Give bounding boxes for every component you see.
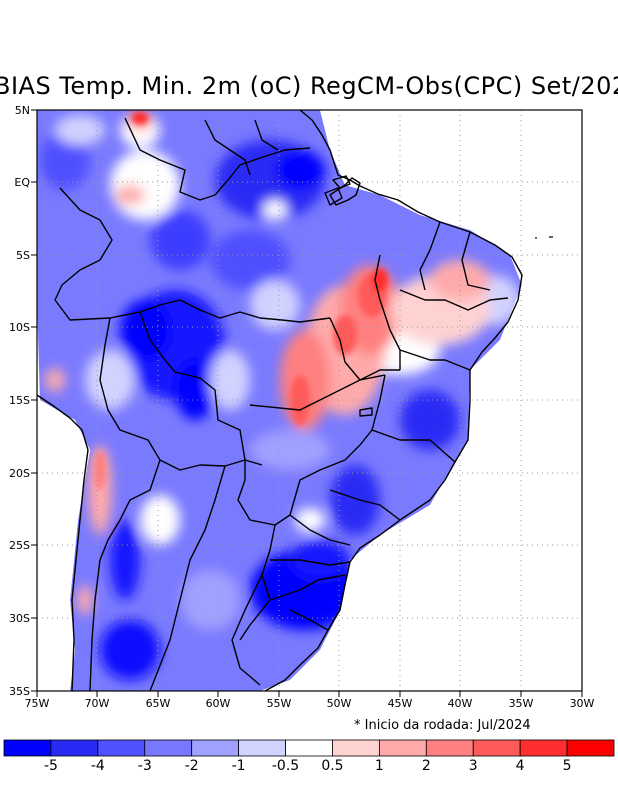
lon-tick-label: 35W xyxy=(509,697,534,710)
colorbar-label: -2 xyxy=(184,758,199,774)
ocean-mask xyxy=(37,110,582,691)
lat-tick-label: 20S xyxy=(9,467,30,480)
colorbar-label: -0.5 xyxy=(271,758,300,774)
lon-tick-label: 75W xyxy=(25,697,50,710)
island-markers xyxy=(535,236,553,239)
lat-tick-label: 30S xyxy=(9,612,30,625)
lat-tick-label: EQ xyxy=(14,176,30,189)
colorbar-label: 0.5 xyxy=(321,758,344,774)
colorbar-swatch xyxy=(378,739,427,757)
bias-map: 5N EQ 5S 10S 15S 20S 25S 30S 35S 75W 70W… xyxy=(9,104,595,710)
colorbar-label: 5 xyxy=(562,758,572,774)
colorbar-swatch xyxy=(332,739,380,757)
lat-tick-label: 10S xyxy=(9,321,30,334)
colorbar-swatch xyxy=(191,739,240,757)
map-title: BIAS Temp. Min. 2m (oC) RegCM-Obs(CPC) S… xyxy=(0,72,618,100)
lat-tick-label: 5S xyxy=(16,249,30,262)
colorbar-swatch xyxy=(566,739,615,757)
colorbar-swatch xyxy=(285,739,333,757)
lat-tick-label: 35S xyxy=(9,685,30,698)
colorbar-label: 1 xyxy=(374,758,384,774)
colorbar xyxy=(3,739,615,757)
colorbar-swatch xyxy=(425,739,474,757)
colorbar-label: 2 xyxy=(421,758,431,774)
lon-tick-label: 65W xyxy=(146,697,171,710)
lon-tick-label: 45W xyxy=(388,697,413,710)
colorbar-swatch xyxy=(519,739,568,757)
lon-tick-label: 70W xyxy=(85,697,110,710)
colorbar-label: 4 xyxy=(515,758,525,774)
colorbar-swatch xyxy=(472,739,521,757)
colorbar-label: 3 xyxy=(468,758,478,774)
lon-tick-label: 60W xyxy=(206,697,231,710)
run-start-note: * Inicio da rodada: Jul/2024 xyxy=(354,718,531,733)
country-borders xyxy=(37,110,523,691)
colorbar-label: -4 xyxy=(90,758,105,774)
colorbar-label: -5 xyxy=(43,758,58,774)
lon-tick-label: 55W xyxy=(267,697,292,710)
colorbar-label: -1 xyxy=(231,758,246,774)
colorbar-swatch xyxy=(50,739,99,757)
lon-tick-label: 40W xyxy=(448,697,473,710)
colorbar-swatch xyxy=(238,739,286,757)
colorbar-label: -3 xyxy=(137,758,152,774)
lon-tick-label: 50W xyxy=(327,697,352,710)
colorbar-swatch xyxy=(3,739,52,757)
lat-tick-label: 25S xyxy=(9,539,30,552)
colorbar-swatch xyxy=(144,739,193,757)
lat-tick-label: 15S xyxy=(9,394,30,407)
tick-marks xyxy=(31,109,583,697)
graticule xyxy=(37,110,582,691)
lat-tick-label: 5N xyxy=(15,104,30,117)
lon-tick-label: 30W xyxy=(570,697,595,710)
colorbar-swatch xyxy=(97,739,146,757)
